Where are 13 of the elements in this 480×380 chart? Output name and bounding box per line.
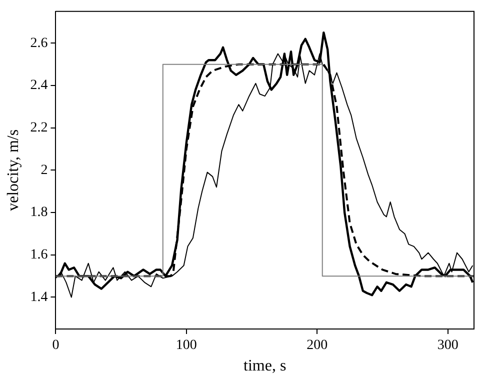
y-tick-label: 2.2 xyxy=(30,120,48,136)
x-tick-label: 100 xyxy=(176,338,197,354)
x-tick-label: 300 xyxy=(437,338,458,354)
x-tick-label: 200 xyxy=(306,338,328,354)
x-axis-title: time, s xyxy=(244,358,286,375)
y-axis-title: velocity, m/s xyxy=(4,129,22,212)
y-tick-label: 1.6 xyxy=(30,248,48,263)
y-tick-label: 1.4 xyxy=(30,290,48,305)
x-tick-label: 0 xyxy=(52,338,60,354)
y-tick-label: 2.4 xyxy=(30,78,48,94)
y-tick-label: 2.6 xyxy=(30,36,48,51)
y-tick-label: 2 xyxy=(40,162,48,178)
y-tick-label: 1.8 xyxy=(30,205,48,220)
